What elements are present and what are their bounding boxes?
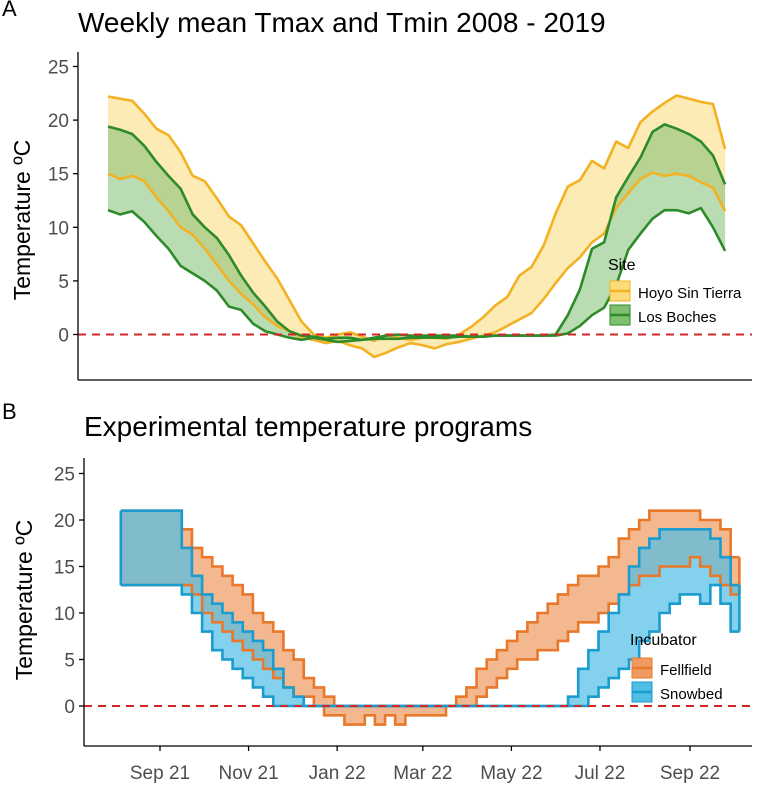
x-tick-label-b-mar-22: Mar 22	[393, 763, 452, 784]
y-tick-label-b-0: 0	[64, 697, 75, 718]
y-tick-label-a-10: 10	[48, 218, 69, 239]
legend-label-fellfield: Fellfield	[660, 662, 712, 679]
panel-b: B Experimental temperature programs Temp…	[2, 399, 752, 784]
x-tick-label-b-sep-22: Sep 22	[660, 763, 720, 784]
y-tick-label-b-5: 5	[64, 651, 75, 672]
band-hoyo-sin-tierra	[108, 95, 726, 358]
legend-b: Incubator Fellfield Snowbed	[630, 632, 723, 703]
tmax-line-los-boches	[107, 123, 727, 342]
y-tick-label-b-15: 15	[54, 558, 75, 579]
legend-label-snowbed: Snowbed	[660, 686, 723, 703]
legend-label-boches: Los Boches	[638, 309, 716, 326]
y-tick-label-b-10: 10	[54, 604, 75, 625]
x-tick-label-b-may-22: May 22	[480, 763, 542, 784]
panel-a: A Weekly mean Tmax and Tmin 2008 - 2019 …	[2, 0, 752, 381]
legend-a: Site Hoyo Sin Tierra Los Boches	[608, 257, 742, 326]
series-layer-a	[107, 94, 727, 359]
series-layer-b	[119, 509, 741, 726]
y-axis-label-a: Temperature ºC	[9, 140, 35, 301]
x-tick-label-b-nov-21: Nov 21	[218, 763, 278, 784]
y-tick-label-a-15: 15	[48, 165, 69, 186]
y-tick-label-a-5: 5	[58, 272, 69, 293]
tmin-line-hoyo-sin-tierra	[107, 171, 727, 359]
panel-label-b: B	[2, 399, 17, 424]
x-tick-label-b-jul-22: Jul 22	[575, 763, 626, 784]
tmax-line-fellfield	[120, 509, 740, 708]
y-axis-label-b: Temperature ºC	[11, 520, 37, 681]
y-tick-label-b-20: 20	[54, 511, 75, 532]
chart-title-b: Experimental temperature programs	[84, 411, 532, 442]
y-tick-label-a-20: 20	[48, 111, 69, 132]
legend-title-a: Site	[608, 257, 636, 274]
band-los-boches	[108, 124, 726, 343]
y-tick-label-a-25: 25	[48, 58, 69, 79]
x-tick-label-b-sep-21: Sep 21	[130, 763, 190, 784]
x-tick-label-b-jan-22: Jan 22	[309, 763, 366, 784]
panel-label-a: A	[2, 0, 17, 21]
legend-label-hoyo: Hoyo Sin Tierra	[638, 285, 742, 302]
axes-b: 0 5 10 15 20 25 Sep 21 Nov 21 Jan 22 Mar 22 May 22…	[54, 458, 752, 784]
y-tick-label-a-0: 0	[58, 326, 69, 347]
y-tick-label-b-25: 25	[54, 465, 75, 486]
tmin-line-los-boches	[107, 206, 727, 344]
axes-a: 0 5 10 15 20 25	[48, 52, 752, 381]
tmin-line-fellfield	[120, 555, 740, 726]
legend-title-b: Incubator	[630, 632, 697, 649]
chart-title-a: Weekly mean Tmax and Tmin 2008 - 2019	[78, 7, 606, 38]
